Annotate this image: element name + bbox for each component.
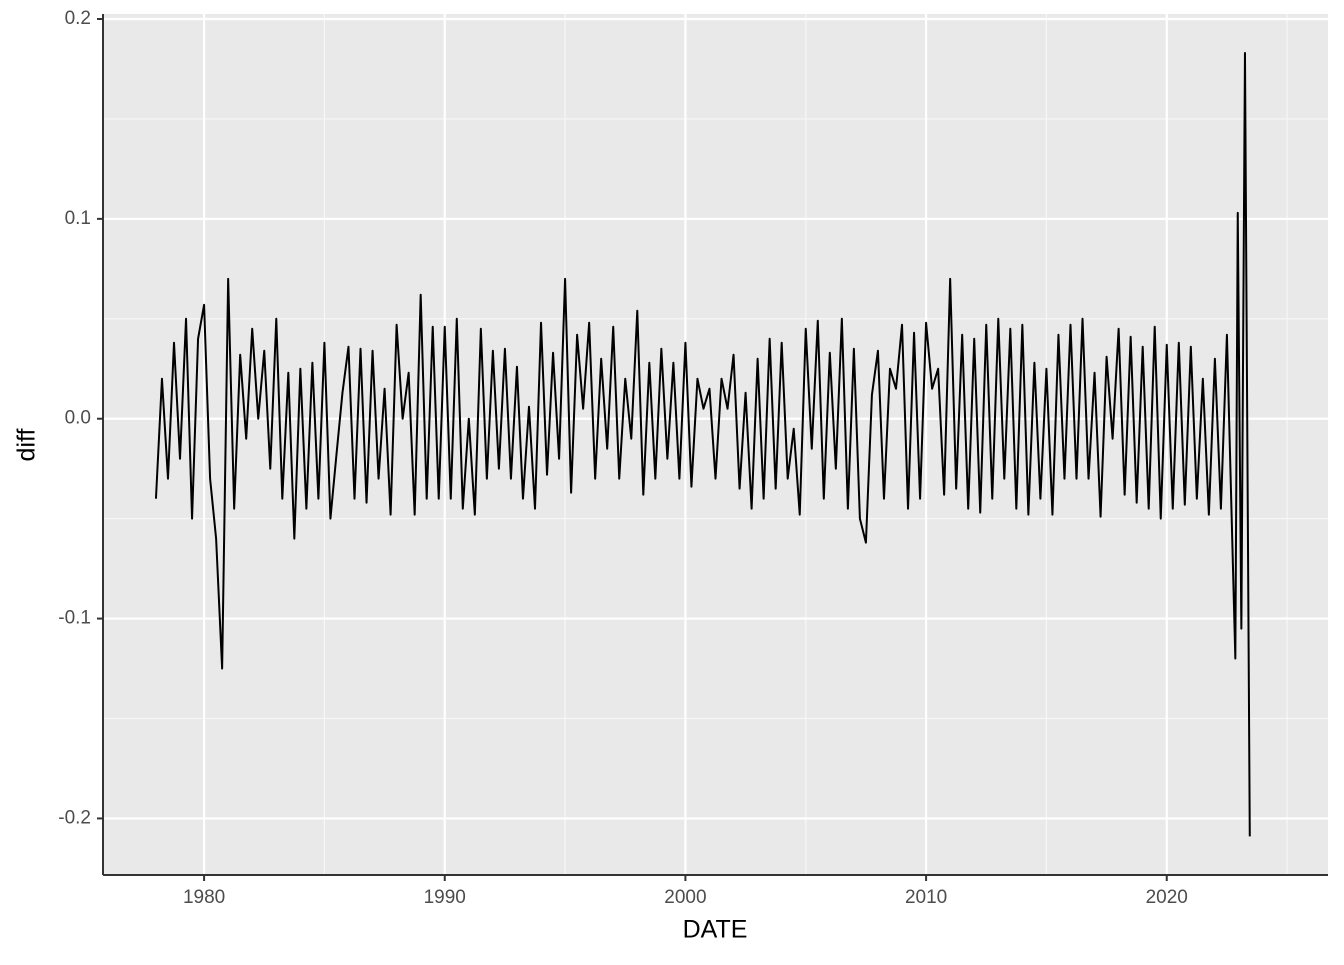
panel (103, 14, 1328, 875)
y-tick-label: 0.2 (65, 8, 91, 29)
x-tick-label: 1980 (183, 887, 225, 908)
y-tick-label: -0.2 (58, 807, 91, 828)
x-tick-label: 2010 (905, 887, 947, 908)
y-tick-label: -0.1 (58, 608, 91, 629)
y-axis-title: diff (13, 429, 41, 462)
x-tick-label: 1990 (424, 887, 466, 908)
y-tick-label: 0.0 (65, 408, 91, 429)
x-axis-title: DATE (683, 916, 748, 944)
y-tick-label: 0.1 (65, 208, 91, 229)
x-tick-label: 2000 (664, 887, 706, 908)
x-tick-label: 2020 (1146, 887, 1188, 908)
data-line (154, 51, 1251, 837)
